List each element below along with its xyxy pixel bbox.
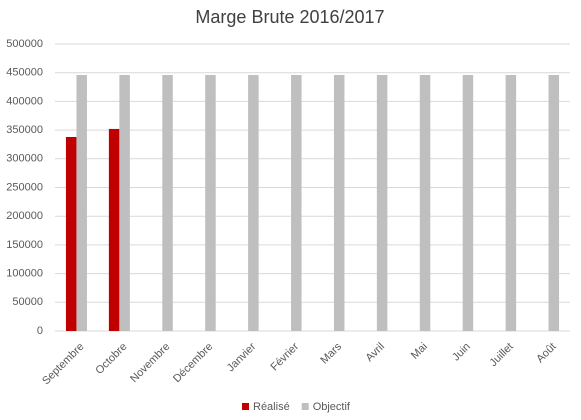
y-tick-label: 400000 [6, 95, 43, 107]
x-tick-label: Mai [409, 341, 430, 362]
bar [248, 74, 259, 331]
bar [205, 74, 216, 331]
bar [548, 74, 560, 331]
y-tick-label: 200000 [6, 210, 43, 222]
bar [376, 74, 388, 331]
y-tick-label: 0 [37, 325, 43, 337]
y-tick-label: 500000 [6, 38, 43, 50]
bar [119, 74, 130, 331]
bar [505, 74, 517, 331]
bar [462, 74, 474, 331]
y-tick-label: 150000 [6, 239, 43, 251]
bar [76, 74, 87, 331]
x-tick-label: Avril [364, 341, 387, 364]
bar [419, 74, 431, 331]
y-tick-label: 300000 [6, 153, 43, 165]
y-tick-label: 250000 [6, 181, 43, 193]
bar [291, 74, 302, 331]
x-tick-label: Juillet [487, 341, 515, 369]
y-tick-label: 50000 [12, 296, 43, 308]
bar [108, 128, 120, 331]
legend-label: Objectif [313, 401, 351, 413]
y-tick-label: 450000 [6, 67, 43, 79]
legend-swatch [301, 403, 309, 410]
x-tick-label: Novembre [128, 341, 172, 385]
legend-swatch [242, 403, 249, 410]
bar [333, 74, 345, 331]
x-tick-label: Février [269, 340, 302, 373]
y-tick-label: 350000 [6, 124, 43, 136]
y-tick-label: 100000 [6, 268, 43, 280]
x-tick-label: Mars [318, 340, 344, 366]
x-tick-label: Octobre [93, 341, 129, 377]
x-tick-label: Juin [450, 341, 473, 364]
x-tick-label: Janvier [225, 340, 259, 374]
bar [162, 74, 173, 331]
x-tick-label: Août [534, 341, 558, 365]
x-tick-label: Décembre [171, 341, 215, 385]
x-tick-label: Septembre [40, 341, 87, 388]
bar [65, 136, 77, 331]
chart-title: Marge Brute 2016/2017 [195, 7, 384, 27]
legend-label: Réalisé [253, 401, 290, 413]
